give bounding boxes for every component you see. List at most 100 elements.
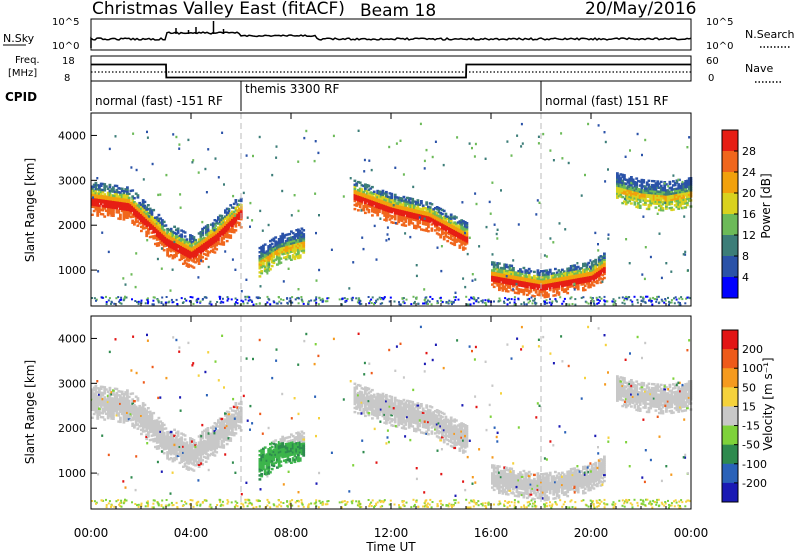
power-cell	[679, 205, 682, 208]
velocity-cell	[173, 448, 176, 452]
power-cell	[561, 282, 564, 286]
power-cell	[276, 302, 279, 305]
power-cell	[407, 223, 411, 226]
power-cell	[218, 218, 222, 221]
velocity-cell	[178, 453, 182, 457]
power-cell	[543, 281, 547, 285]
power-cell	[598, 299, 601, 302]
power-cell	[587, 280, 591, 283]
power-cell	[649, 299, 652, 302]
power-cell	[407, 201, 411, 204]
power-cell	[582, 281, 585, 284]
power-cell	[364, 201, 367, 204]
velocity-cell	[126, 409, 129, 412]
power-cell	[382, 298, 385, 301]
power-cell	[421, 216, 425, 219]
power-cell	[318, 297, 321, 300]
velocity-cell	[122, 419, 126, 422]
power-cell	[394, 221, 397, 225]
power-cell	[560, 132, 563, 135]
velocity-cell	[203, 445, 206, 449]
power-cell	[360, 194, 364, 197]
power-cell	[677, 207, 681, 210]
power-cell	[141, 223, 145, 226]
power-cell	[670, 188, 674, 191]
power-cell	[411, 216, 415, 219]
velocity-cell	[176, 434, 180, 437]
power-cell	[505, 275, 508, 278]
power-cell	[520, 122, 523, 126]
power-cell	[105, 195, 108, 198]
velocity-cell	[175, 451, 178, 455]
power-cell	[637, 179, 640, 183]
velocity-cell	[154, 429, 157, 433]
velocity-cell	[98, 387, 101, 390]
power-cell	[529, 290, 533, 293]
power-cell	[455, 232, 458, 235]
power-cell	[548, 268, 552, 272]
velocity-cell	[204, 456, 208, 459]
power-cell	[675, 201, 679, 205]
power-cell	[94, 202, 98, 205]
power-cell	[196, 249, 199, 253]
power-cell	[492, 285, 496, 289]
power-cell	[94, 189, 98, 193]
power-cell	[210, 245, 213, 249]
power-cell	[152, 229, 156, 232]
velocity-cell	[140, 432, 143, 436]
power-cell	[297, 302, 300, 305]
power-cell	[409, 205, 413, 208]
power-cell	[175, 250, 178, 254]
power-cell	[562, 280, 566, 283]
power-cell	[423, 206, 427, 210]
velocity-cell	[122, 403, 126, 406]
power-cell	[213, 219, 217, 222]
power-cell	[393, 211, 397, 215]
power-cell	[247, 299, 250, 302]
power-cell	[462, 234, 465, 237]
power-cell	[628, 262, 631, 265]
power-cell	[547, 283, 550, 286]
power-cell	[492, 271, 496, 274]
power-cell	[286, 247, 290, 250]
power-cell	[578, 269, 582, 272]
power-cell	[538, 271, 542, 275]
power-cell	[279, 261, 283, 264]
power-cell	[232, 231, 236, 234]
power-cell	[155, 222, 159, 225]
power-cell	[684, 206, 688, 209]
power-cell	[185, 244, 189, 247]
power-cell	[91, 191, 94, 194]
power-cell	[173, 247, 176, 251]
power-cell	[269, 239, 272, 243]
power-cell	[196, 241, 199, 245]
power-cell	[238, 199, 241, 202]
velocity-cell	[220, 419, 224, 423]
power-cell	[621, 179, 625, 183]
power-cell	[297, 228, 300, 231]
power-cell	[538, 289, 542, 293]
velocity-cell	[131, 398, 135, 401]
power-cell	[619, 191, 623, 194]
power-cell	[197, 250, 201, 253]
power-cell	[286, 301, 289, 304]
power-cell	[355, 192, 359, 195]
velocity-cell	[196, 448, 199, 452]
power-cell	[510, 154, 513, 157]
velocity-cell	[92, 392, 96, 395]
power-cell	[541, 284, 545, 287]
power-cell	[141, 225, 145, 228]
power-cell	[505, 289, 508, 293]
power-cell	[561, 284, 564, 288]
power-cell	[225, 235, 229, 239]
power-cell	[91, 205, 94, 208]
power-cell	[578, 277, 582, 280]
power-cell	[404, 224, 408, 227]
power-cell	[527, 279, 531, 283]
velocity-cell	[140, 408, 143, 411]
power-cell	[494, 267, 498, 271]
power-cell	[124, 295, 126, 298]
power-cell	[388, 200, 392, 203]
power-cell	[555, 300, 558, 303]
power-cell	[446, 217, 450, 221]
